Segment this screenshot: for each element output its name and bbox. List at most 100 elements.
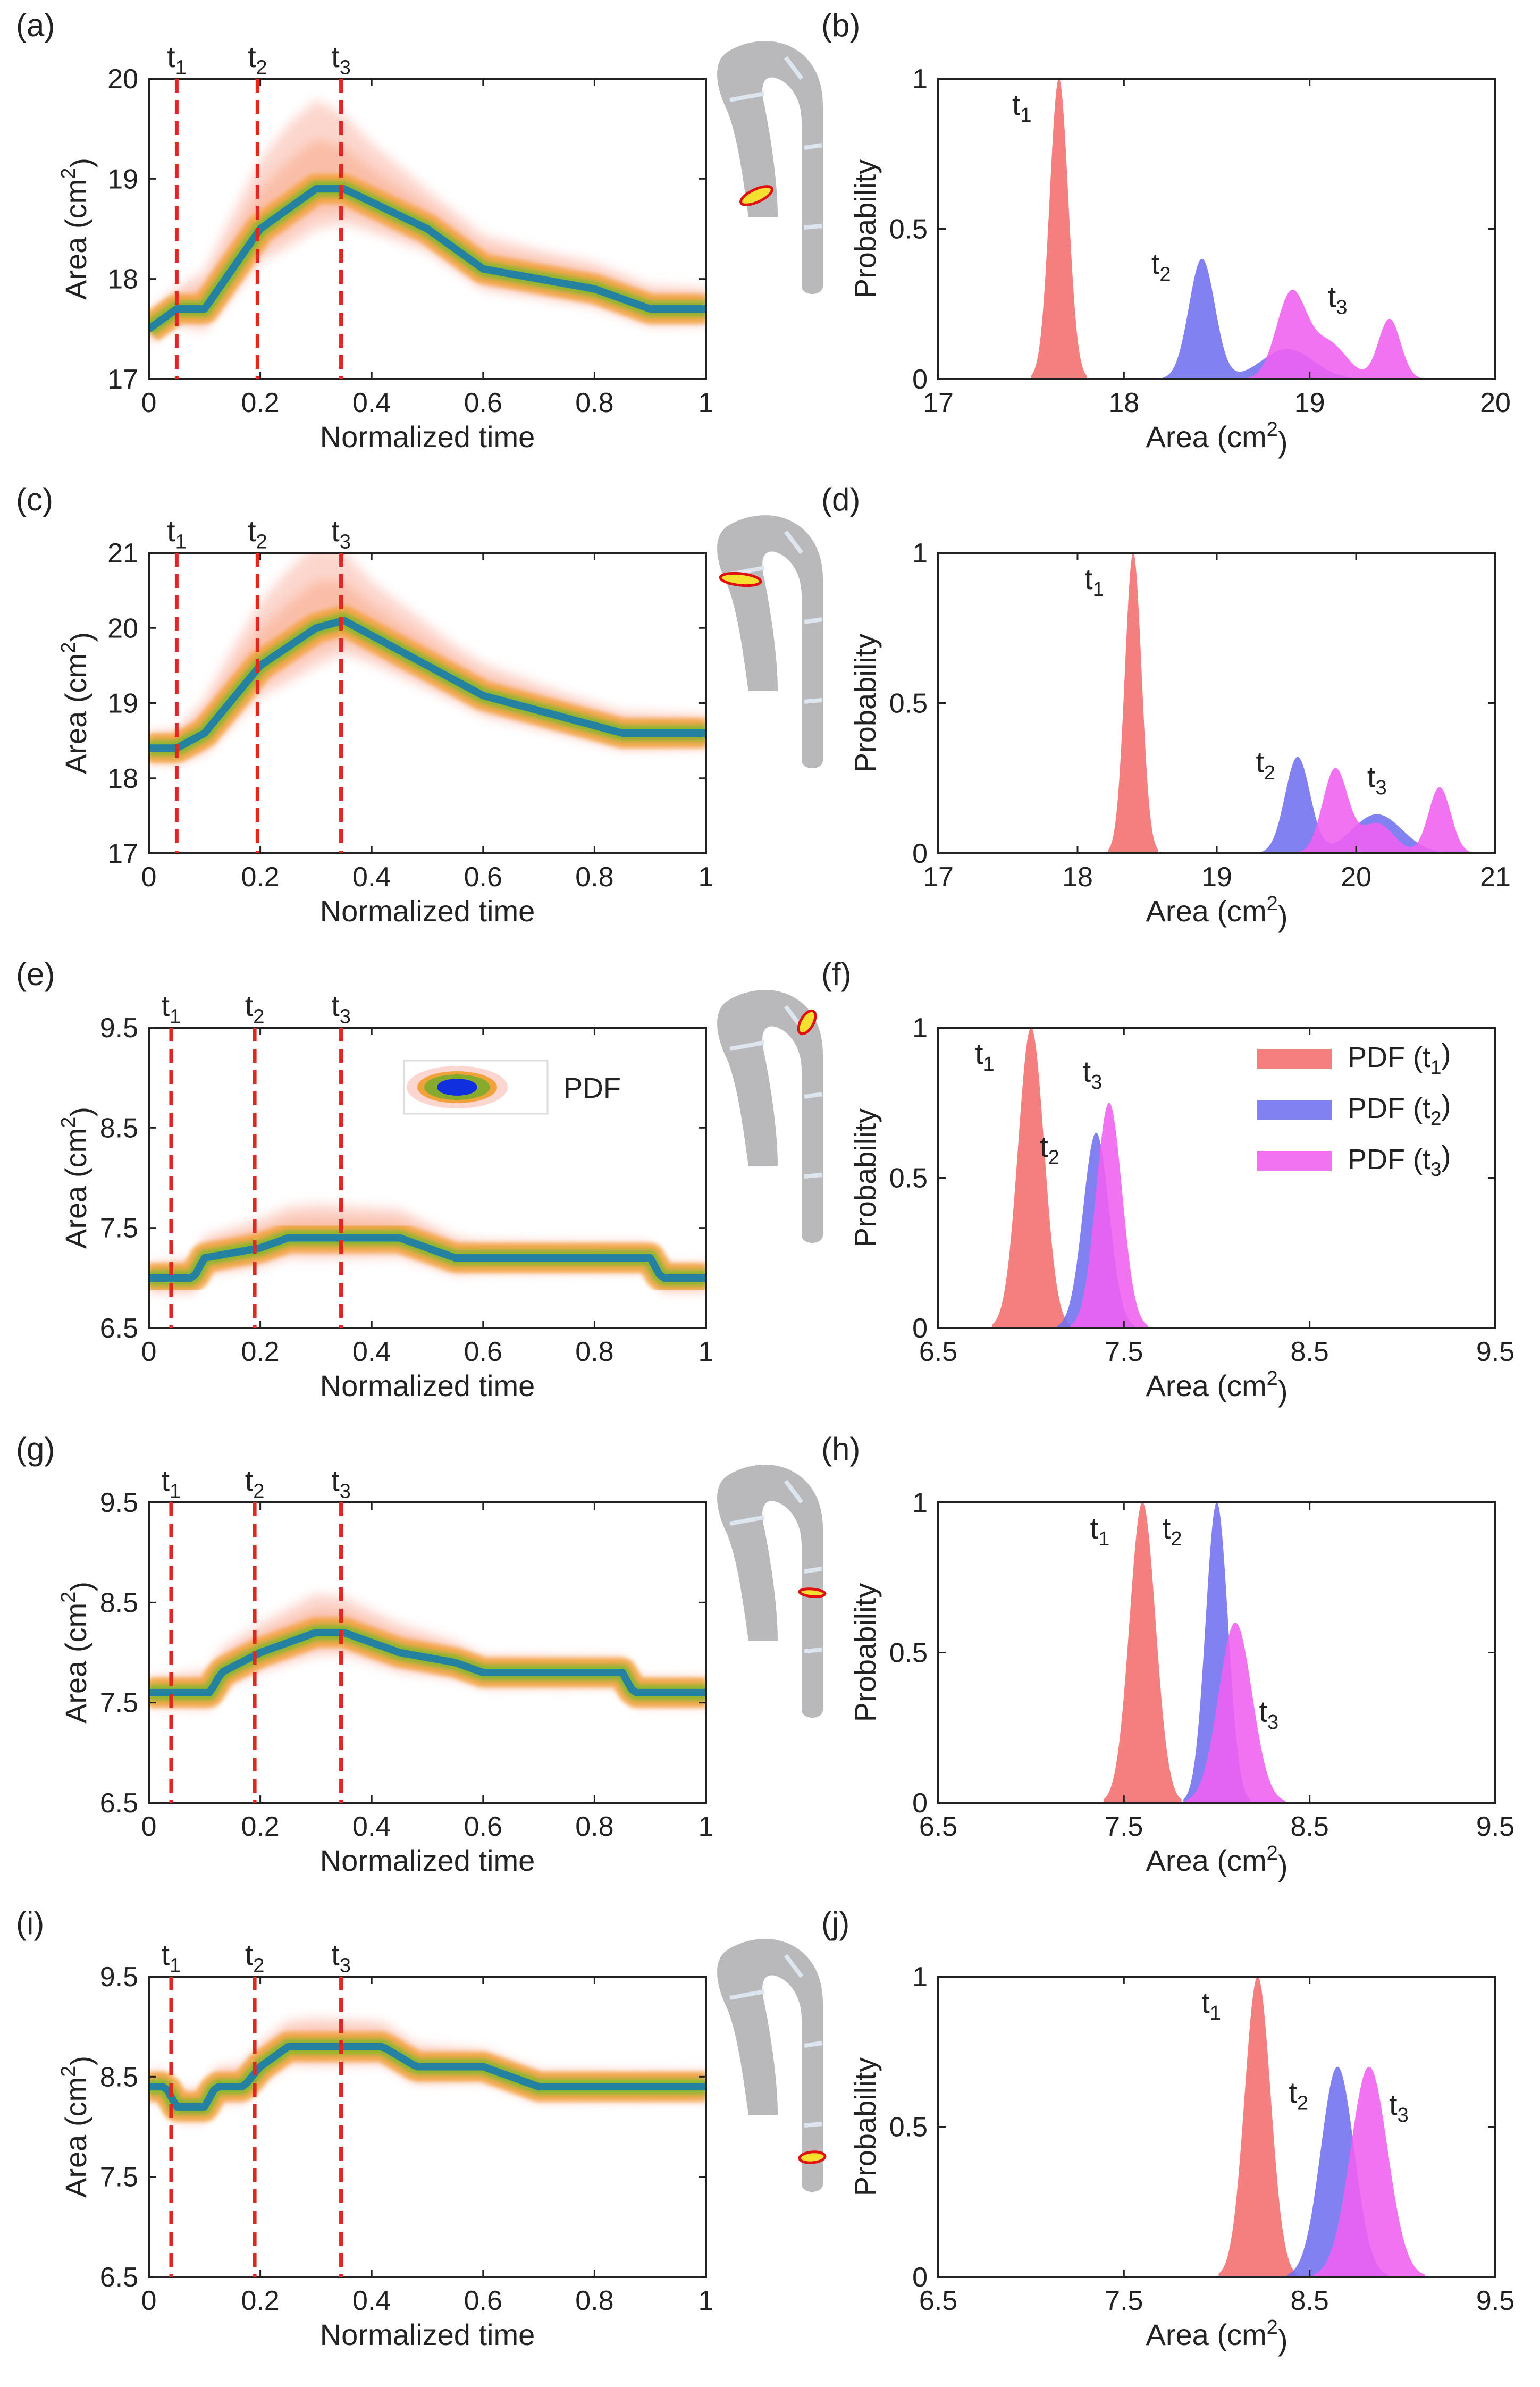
x-axis-label-end: ) <box>1278 1849 1288 1882</box>
density-core <box>149 617 706 752</box>
pdf-label-t3: t3 <box>1367 760 1387 799</box>
pdf-area-t1 <box>1031 79 1087 379</box>
aorta-stripe <box>804 1648 822 1653</box>
y-axis-label-group: Area (cm2) <box>57 632 98 774</box>
legend-entry-end: ) <box>1441 1038 1451 1070</box>
time-marker-label-sub: 1 <box>175 531 187 553</box>
pdf-label-t2: t2 <box>1040 1130 1059 1169</box>
y-axis-label: Area (cm2) <box>57 1582 98 1724</box>
pdf-area-t1 <box>1103 1502 1182 1803</box>
density-band <box>149 2018 706 2123</box>
pdf-label-t3-sub: 3 <box>1267 1711 1278 1734</box>
y-tick-label: 18 <box>107 763 138 794</box>
panel-g: 0 0.2 0.4 0.6 0.8 1 6.5 7.5 8.5 9.5 t1 t2 t3 (g) Norma… <box>16 1431 827 1877</box>
x-tick-label: 7.5 <box>1105 1811 1143 1842</box>
aorta-section-marker <box>797 1009 817 1036</box>
time-marker-label-sub: 2 <box>256 531 267 553</box>
y-tick-label: 0 <box>912 364 928 395</box>
pdf-label-t3-sub: 3 <box>1398 2104 1409 2127</box>
x-tick-label: 6.5 <box>919 2285 957 2316</box>
panel-i: 0 0.2 0.4 0.6 0.8 1 6.5 7.5 8.5 9.5 t1 t2 t3 (i) Norma… <box>16 1905 827 2351</box>
y-tick-label: 8.5 <box>100 1587 138 1618</box>
pdf-label-t3: t3 <box>1389 2088 1409 2127</box>
panel-label: (i) <box>16 1905 44 1941</box>
legend-entry-sub: 1 <box>1430 1056 1441 1078</box>
x-tick-label: 9.5 <box>1476 1811 1514 1842</box>
time-marker-label-sub: 3 <box>340 1480 351 1502</box>
axes-box <box>937 552 1496 854</box>
x-axis-label: Area (cm2) <box>1146 893 1288 933</box>
y-axis-label-sub: 2 <box>57 642 80 653</box>
panel-e: 0 0.2 0.4 0.6 0.8 1 6.5 7.5 8.5 9.5 t1 t2 t3 PDF (e) No… <box>16 956 823 1402</box>
x-tick-label: 1 <box>699 1811 714 1842</box>
y-tick-label: 0 <box>912 2262 928 2293</box>
x-tick-label: 1 <box>699 1337 714 1367</box>
aorta-stripe <box>804 1092 822 1099</box>
y-tick-label: 1 <box>912 1013 928 1044</box>
axes-box <box>148 1027 707 1329</box>
aorta-stripe <box>804 2041 822 2048</box>
time-marker-label-sub: 3 <box>340 1954 351 1977</box>
panel-label: (a) <box>16 7 55 43</box>
x-tick-label: 0.2 <box>241 1337 279 1367</box>
x-tick-label: 0.4 <box>352 1811 391 1842</box>
time-marker-label-sub: 2 <box>256 56 267 79</box>
x-axis-label: Area (cm2) <box>1146 1367 1288 1408</box>
aorta-body <box>717 41 823 294</box>
pdf-area-t3 <box>1297 768 1474 853</box>
x-tick-label: 0 <box>141 862 157 893</box>
axes-box <box>148 1976 707 2278</box>
y-axis-label-group: Probability <box>848 2057 882 2196</box>
pdf-label-t1-sub: 1 <box>1020 104 1031 127</box>
time-marker-label-sub: 1 <box>175 56 187 79</box>
aorta-stripe <box>804 224 822 230</box>
pdf-label-t3: t3 <box>1328 280 1348 318</box>
pdf-legend-box <box>403 1060 549 1115</box>
aorta-body <box>717 515 823 768</box>
time-marker-label: t2 <box>245 989 265 1028</box>
aorta-section-marker <box>798 1587 827 1598</box>
y-tick-label: 7.5 <box>100 2162 138 2193</box>
panel-label: (j) <box>821 1905 849 1941</box>
time-marker-label-sub: 3 <box>340 1005 351 1028</box>
aorta-section-marker <box>739 185 773 206</box>
y-axis-label-group: Area (cm2) <box>57 158 98 300</box>
pdf-area-t3 <box>1313 2066 1425 2277</box>
axes-box <box>148 78 707 380</box>
x-tick-label: 1 <box>699 2285 714 2316</box>
x-tick-label: 17 <box>923 388 954 418</box>
x-axis-label: Area (cm2) <box>1146 2316 1288 2357</box>
density-band <box>149 1593 706 1710</box>
x-tick-label: 7.5 <box>1105 2285 1143 2316</box>
aorta-stripe <box>729 1989 765 2000</box>
time-marker-label: t3 <box>331 989 351 1028</box>
aorta-inset <box>717 1939 827 2192</box>
pdf-area-t3 <box>1185 1623 1286 1803</box>
x-axis-label-sub: 2 <box>1267 418 1278 441</box>
x-tick-label: 0.8 <box>575 1811 613 1842</box>
y-tick-label: 19 <box>107 688 138 719</box>
x-axis-label: Normalized time <box>320 420 535 453</box>
y-tick-label: 9.5 <box>100 1487 138 1518</box>
time-marker-label: t1 <box>162 1938 181 1977</box>
x-tick-label: 0.6 <box>464 862 502 893</box>
pdf-area-t2 <box>1260 757 1452 853</box>
pdf-label-t3-sub: 3 <box>1336 297 1347 319</box>
pdf-label-t1: t1 <box>975 1037 995 1075</box>
legend-entry: PDF (t2) <box>1348 1089 1451 1129</box>
pdf-areas <box>1031 79 1423 379</box>
axes-box <box>937 1976 1496 2278</box>
axes-box <box>937 1501 1496 1804</box>
pdf-label-t1: t1 <box>1084 562 1104 601</box>
aorta-inset <box>717 1465 827 1718</box>
x-tick-label: 0.4 <box>352 388 391 418</box>
time-marker-label: t2 <box>245 1938 265 1977</box>
aorta-branch <box>731 1001 769 1028</box>
pdf-area-t1 <box>1108 553 1158 853</box>
aorta-branch <box>731 1950 769 1977</box>
aorta-body <box>717 1465 823 1718</box>
y-tick-label: 7.5 <box>100 1688 138 1719</box>
x-axis-label-end: ) <box>1278 1374 1288 1408</box>
